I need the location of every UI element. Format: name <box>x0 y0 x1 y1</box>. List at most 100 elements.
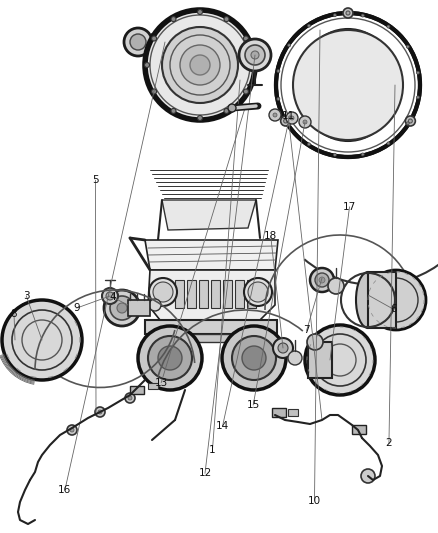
Circle shape <box>106 292 114 300</box>
Circle shape <box>158 346 182 370</box>
Circle shape <box>145 10 255 120</box>
Circle shape <box>128 396 132 400</box>
Bar <box>130 386 144 394</box>
Circle shape <box>281 116 291 126</box>
Circle shape <box>303 120 307 124</box>
Circle shape <box>305 325 375 395</box>
Bar <box>152 34 180 50</box>
Circle shape <box>293 30 403 140</box>
Bar <box>308 342 332 378</box>
Circle shape <box>307 143 311 146</box>
Text: 11: 11 <box>282 111 295 121</box>
Circle shape <box>138 326 202 390</box>
Text: 1: 1 <box>209 446 216 455</box>
Circle shape <box>288 351 302 365</box>
Circle shape <box>315 273 329 287</box>
Circle shape <box>288 123 291 126</box>
Text: 17: 17 <box>343 202 356 212</box>
Circle shape <box>130 34 146 50</box>
Circle shape <box>104 290 140 326</box>
Text: 18: 18 <box>264 231 277 240</box>
Text: 3: 3 <box>23 291 30 301</box>
Circle shape <box>244 278 272 306</box>
Circle shape <box>319 277 325 283</box>
Circle shape <box>251 62 255 68</box>
Circle shape <box>288 44 291 47</box>
Bar <box>352 425 366 434</box>
Circle shape <box>328 278 344 294</box>
Ellipse shape <box>298 29 398 141</box>
Bar <box>223 280 232 308</box>
Circle shape <box>152 89 157 94</box>
Text: 10: 10 <box>308 496 321 506</box>
Bar <box>368 272 396 328</box>
Circle shape <box>244 89 248 94</box>
Circle shape <box>307 334 323 350</box>
Circle shape <box>277 69 280 72</box>
Circle shape <box>277 98 280 100</box>
Circle shape <box>171 108 176 114</box>
Text: 9: 9 <box>73 303 80 313</box>
Circle shape <box>387 25 390 28</box>
Circle shape <box>299 116 311 128</box>
Circle shape <box>228 104 236 112</box>
Circle shape <box>239 39 271 71</box>
Circle shape <box>273 338 293 358</box>
Circle shape <box>248 282 268 302</box>
Circle shape <box>269 109 281 121</box>
Circle shape <box>110 296 134 320</box>
Circle shape <box>310 268 334 292</box>
Circle shape <box>273 113 277 117</box>
Circle shape <box>346 11 350 15</box>
Circle shape <box>286 112 298 124</box>
Circle shape <box>284 119 288 123</box>
Circle shape <box>278 343 288 353</box>
Text: 8: 8 <box>11 310 18 319</box>
Bar <box>288 409 298 416</box>
Circle shape <box>198 116 202 120</box>
Circle shape <box>333 154 336 156</box>
Circle shape <box>180 45 220 85</box>
Circle shape <box>366 270 426 330</box>
Circle shape <box>145 62 149 68</box>
Circle shape <box>387 142 390 145</box>
Bar <box>175 280 184 308</box>
Circle shape <box>70 428 74 432</box>
Text: 5: 5 <box>92 175 99 185</box>
Bar <box>235 280 244 308</box>
Circle shape <box>361 14 364 17</box>
Bar <box>272 408 286 417</box>
Circle shape <box>171 17 176 22</box>
Circle shape <box>408 119 412 123</box>
Circle shape <box>124 28 152 56</box>
Circle shape <box>406 45 409 48</box>
Circle shape <box>67 425 77 435</box>
Circle shape <box>417 96 420 99</box>
Circle shape <box>125 393 135 403</box>
Circle shape <box>244 36 248 41</box>
Circle shape <box>153 282 173 302</box>
Circle shape <box>102 288 118 304</box>
Bar <box>145 320 277 334</box>
Text: 2: 2 <box>385 439 392 448</box>
Circle shape <box>232 336 276 380</box>
Text: 6: 6 <box>390 304 397 314</box>
Circle shape <box>190 55 210 75</box>
Circle shape <box>152 36 157 41</box>
Circle shape <box>361 469 375 483</box>
Circle shape <box>98 410 102 414</box>
Bar <box>187 280 196 308</box>
Circle shape <box>117 303 127 313</box>
Text: 12: 12 <box>198 469 212 478</box>
Circle shape <box>162 27 238 103</box>
Circle shape <box>224 108 229 114</box>
Circle shape <box>198 10 202 14</box>
Circle shape <box>222 326 286 390</box>
Circle shape <box>242 346 266 370</box>
Circle shape <box>179 37 189 47</box>
Text: 14: 14 <box>216 422 229 431</box>
Text: 7: 7 <box>303 326 310 335</box>
Circle shape <box>405 116 415 126</box>
Polygon shape <box>145 240 278 270</box>
Bar <box>128 300 150 316</box>
